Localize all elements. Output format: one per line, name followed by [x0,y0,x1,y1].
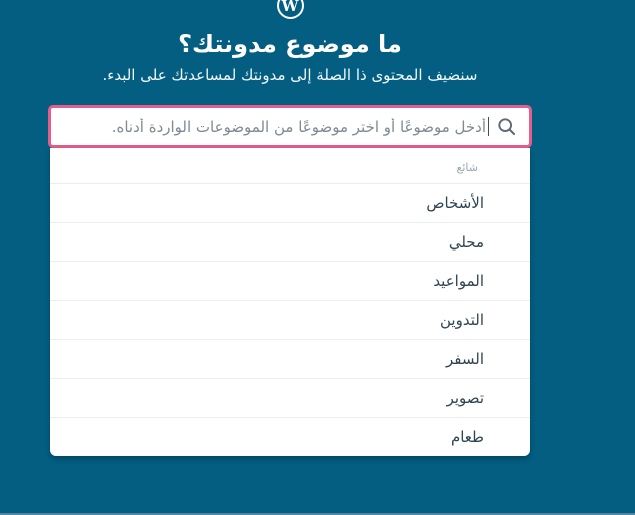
topic-suggestions-panel: شائع الأشخاص محلي المواعيد التدوين السفر تصوي… [50,148,530,457]
window-bottom-edge [0,513,635,515]
text-cursor [488,117,489,137]
topic-suggestion[interactable]: السفر [50,339,530,378]
topic-suggestion[interactable]: التدوين [50,300,530,339]
wordpress-logo[interactable]: W [276,0,304,19]
topic-suggestion[interactable]: طعام [50,417,530,456]
topic-suggestion[interactable]: محلي [50,222,530,261]
suggestions-header: شائع [456,161,478,175]
topic-suggestion[interactable]: تصوير [50,378,530,417]
signup-content: W ما موضوع مدونتك؟ سنضيف المحتوى ذا الصل… [48,0,532,457]
page-title: ما موضوع مدونتك؟ [178,30,402,58]
topic-search-input[interactable] [65,117,486,136]
wordpress-logo-glyph: W [281,0,299,15]
topic-suggestions-list: الأشخاص محلي المواعيد التدوين السفر تصوير طعام [50,183,530,456]
topic-suggestion[interactable]: الأشخاص [50,183,530,222]
topic-suggestion[interactable]: المواعيد [50,261,530,300]
topic-search-box[interactable] [48,105,532,149]
page-subtitle: سنضيف المحتوى ذا الصلة إلى مدونتك لمساعد… [102,66,478,85]
search-icon [496,116,517,137]
